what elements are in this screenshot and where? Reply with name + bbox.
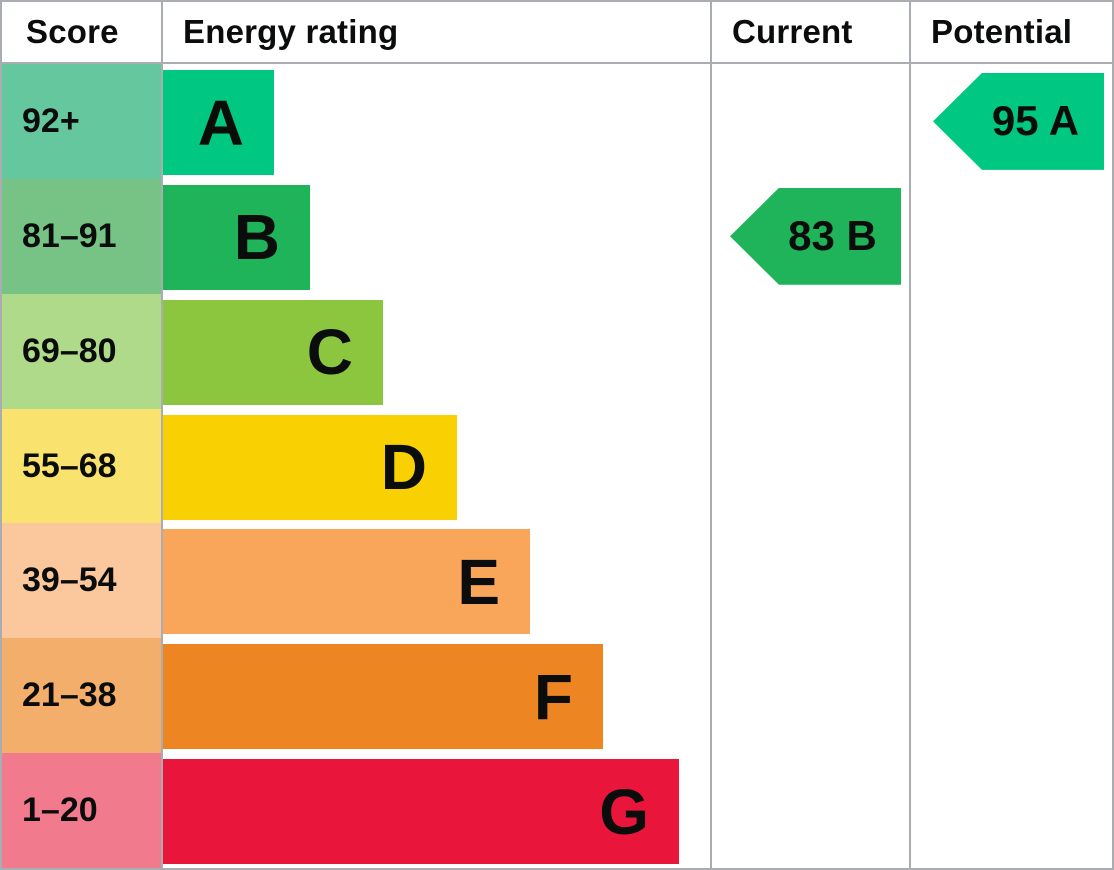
current-cell-f: [712, 638, 911, 754]
band-letter-g: G: [599, 775, 649, 848]
band-row-e: 39–54 E: [2, 523, 1112, 639]
score-range-label: 81–91: [22, 216, 117, 255]
band-bar-c: C: [163, 299, 383, 405]
band-row-c: 69–80 C: [2, 293, 1112, 409]
header-energy-rating-label: Energy rating: [183, 13, 399, 50]
header-potential-label: Potential: [931, 13, 1073, 50]
energy-cell-g: G: [163, 753, 712, 869]
current-cell-d: [712, 408, 911, 524]
potential-cell-g: [911, 753, 1112, 868]
potential-cell-f: [911, 638, 1112, 753]
band-letter-a: A: [197, 86, 244, 159]
band-row-b: 81–91 B 83 B: [2, 178, 1112, 294]
band-letter-f: F: [533, 660, 573, 733]
current-cell-b: 83 B: [712, 178, 911, 294]
current-arrow-label: 83 B: [788, 212, 877, 260]
energy-cell-a: A: [163, 64, 712, 179]
score-range-cell-b: 81–91: [2, 178, 163, 294]
band-row-d: 55–68 D: [2, 408, 1112, 524]
energy-cell-f: F: [163, 638, 712, 754]
header-current-label: Current: [732, 13, 853, 50]
current-arrow: 83 B: [730, 187, 901, 285]
score-range-label: 1–20: [22, 791, 98, 830]
score-range-label: 39–54: [22, 561, 117, 600]
header-energy-rating: Energy rating: [163, 2, 712, 62]
header-score: Score: [2, 2, 163, 62]
header-row: Score Energy rating Current Potential: [2, 2, 1112, 64]
header-score-label: Score: [26, 13, 119, 50]
score-range-label: 92+: [22, 101, 80, 140]
band-bar-g: G: [163, 759, 679, 865]
score-range-cell-e: 39–54: [2, 523, 163, 639]
potential-cell-b: [911, 179, 1112, 294]
score-range-cell-g: 1–20: [2, 753, 163, 869]
band-bar-f: F: [163, 644, 603, 750]
band-bar-a: A: [163, 70, 274, 175]
current-cell-a: [712, 64, 911, 179]
score-range-cell-c: 69–80: [2, 293, 163, 409]
band-letter-c: C: [306, 316, 353, 389]
current-cell-g: [712, 753, 911, 869]
potential-cell-a: 95 A: [911, 64, 1112, 179]
score-range-label: 69–80: [22, 331, 117, 370]
band-letter-b: B: [233, 201, 280, 274]
band-letter-d: D: [380, 431, 427, 504]
header-current: Current: [712, 2, 911, 62]
energy-cell-d: D: [163, 408, 712, 524]
energy-cell-b: B: [163, 178, 712, 294]
potential-cell-c: [911, 294, 1112, 409]
score-range-cell-d: 55–68: [2, 408, 163, 524]
band-bar-b: B: [163, 184, 310, 290]
score-range-label: 55–68: [22, 446, 117, 485]
energy-cell-e: E: [163, 523, 712, 639]
band-row-f: 21–38 F: [2, 638, 1112, 754]
band-letter-e: E: [457, 545, 500, 618]
header-potential: Potential: [911, 2, 1112, 62]
potential-arrow-label: 95 A: [991, 97, 1080, 145]
potential-cell-e: [911, 523, 1112, 638]
current-cell-e: [712, 523, 911, 639]
score-range-cell-a: 92+: [2, 64, 163, 179]
band-bar-e: E: [163, 529, 530, 635]
potential-arrow: 95 A: [933, 72, 1104, 170]
energy-cell-c: C: [163, 293, 712, 409]
score-range-cell-f: 21–38: [2, 638, 163, 754]
potential-cell-d: [911, 409, 1112, 524]
band-row-a: 92+ A 95 A: [2, 64, 1112, 179]
band-bar-d: D: [163, 414, 457, 520]
score-range-label: 21–38: [22, 676, 117, 715]
band-row-g: 1–20 G: [2, 753, 1112, 869]
band-rows: 92+ A 95 A 81–91 B: [2, 64, 1112, 869]
current-cell-c: [712, 293, 911, 409]
